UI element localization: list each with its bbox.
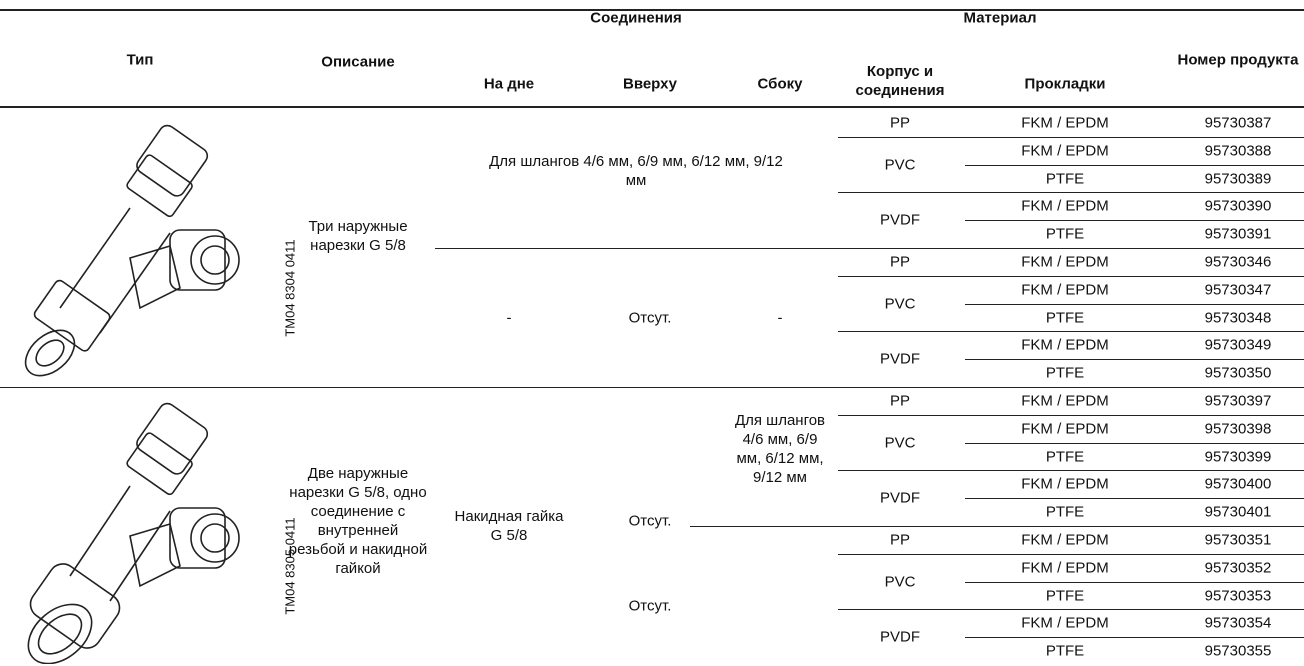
- gasket-cell: FKM / EPDM: [1021, 197, 1109, 215]
- product-number: 95730355: [1204, 642, 1272, 660]
- body-cell: PVDF: [879, 628, 921, 646]
- fitting-image: [24, 124, 240, 377]
- gasket-cell: PTFE: [1045, 225, 1085, 243]
- gasket-cell: FKM / EPDM: [1021, 336, 1109, 354]
- row-rule: [838, 331, 1304, 333]
- gasket-cell: FKM / EPDM: [1021, 281, 1109, 299]
- row-rule: [838, 470, 1304, 472]
- gasket-cell: FKM / EPDM: [1021, 614, 1109, 632]
- header-rule: [0, 106, 1304, 108]
- drawing-code: TM04 8304 0411: [282, 239, 298, 337]
- row-rule: [965, 220, 1304, 222]
- header-cell: Соединения: [590, 9, 682, 27]
- drawing-code: TM04 8305 0411: [282, 517, 298, 615]
- row-rule: [965, 164, 1304, 166]
- gasket-cell: PTFE: [1045, 503, 1085, 521]
- gasket-cell: PTFE: [1045, 364, 1085, 382]
- top-cell: Отсут.: [628, 512, 672, 530]
- product-number: 95730389: [1204, 170, 1272, 187]
- body-cell: PP: [889, 253, 911, 271]
- gasket-cell: FKM / EPDM: [1021, 475, 1109, 493]
- row-rule: [838, 275, 1304, 277]
- row-rule: [838, 414, 1304, 416]
- row-rule: [965, 303, 1304, 305]
- row-rule: [838, 192, 1304, 194]
- fitting-image: [27, 402, 240, 664]
- row-rule: [965, 637, 1304, 639]
- gasket-cell: PTFE: [1045, 170, 1085, 187]
- body-cell: PVC: [884, 156, 916, 174]
- product-number: 95730388: [1204, 142, 1272, 160]
- body-cell: PVC: [884, 573, 916, 591]
- product-number: 95730354: [1204, 614, 1272, 632]
- side-cell: Отсут.: [628, 597, 672, 614]
- body-cell: PVC: [884, 295, 916, 313]
- gasket-cell: FKM / EPDM: [1021, 559, 1109, 577]
- header-cell: Корпус и соединения: [855, 63, 945, 99]
- product-number: 95730400: [1204, 475, 1272, 493]
- header-cell: Прокладки: [1024, 75, 1106, 93]
- gasket-cell: FKM / EPDM: [1021, 392, 1109, 410]
- gasket-cell: PTFE: [1045, 309, 1085, 326]
- header-cell: Материал: [963, 9, 1037, 27]
- header-cell: Тип: [126, 51, 154, 69]
- row-rule: [965, 581, 1304, 583]
- header-cell: Сбоку: [757, 75, 803, 93]
- body-cell: PVDF: [879, 211, 921, 229]
- gasket-cell: FKM / EPDM: [1021, 531, 1109, 549]
- top-rule: [0, 9, 1304, 11]
- gasket-cell: PTFE: [1045, 642, 1085, 660]
- product-number: 95730348: [1204, 309, 1272, 326]
- header-cell: На дне: [483, 75, 535, 93]
- connection-cell: Для шлангов 4/6 мм, 6/9 мм, 6/12 мм, 9/1…: [489, 152, 783, 189]
- side-cell: -: [777, 309, 783, 326]
- row-rule: [965, 359, 1304, 361]
- product-number: 95730347: [1204, 281, 1272, 299]
- body-cell: PVC: [884, 434, 916, 452]
- row-rule: [838, 609, 1304, 611]
- body-cell: PP: [889, 392, 911, 410]
- side-cell: Для шлангов 4/6 мм, 6/9 мм, 6/12 мм, 9/1…: [734, 411, 826, 486]
- body-cell: PP: [889, 114, 911, 132]
- product-number: 95730401: [1204, 503, 1272, 521]
- body-cell: PVDF: [879, 489, 921, 507]
- product-number: 95730397: [1204, 392, 1272, 410]
- row-rule: [838, 136, 1304, 138]
- top-cell: Отсут.: [628, 309, 672, 326]
- product-number: 95730353: [1204, 587, 1272, 604]
- row-rule: [690, 526, 1304, 527]
- gasket-cell: FKM / EPDM: [1021, 142, 1109, 160]
- gasket-cell: FKM / EPDM: [1021, 253, 1109, 271]
- product-number: 95730352: [1204, 559, 1272, 577]
- bottom-cell: Накидная гайка G 5/8: [454, 508, 564, 544]
- product-number: 95730351: [1204, 531, 1272, 549]
- gasket-cell: PTFE: [1045, 448, 1085, 465]
- header-cell: Вверху: [622, 75, 678, 93]
- product-number: 95730387: [1204, 114, 1272, 132]
- row-rule: [965, 442, 1304, 444]
- product-number: 95730390: [1204, 197, 1272, 215]
- row-rule: [0, 387, 1304, 388]
- description-cell: Две наружные нарезки G 5/8, одно соедине…: [288, 465, 428, 577]
- row-rule: [435, 248, 1304, 249]
- row-rule: [965, 498, 1304, 500]
- body-cell: PP: [889, 531, 911, 549]
- header-cell: Номер продукта: [1177, 51, 1299, 69]
- product-number: 95730350: [1204, 364, 1272, 382]
- row-rule: [838, 553, 1304, 555]
- description-cell: Три наружные нарезки G 5/8: [308, 218, 408, 254]
- product-number: 95730391: [1204, 225, 1272, 243]
- bottom-cell: -: [506, 309, 512, 326]
- header-cell: Описание: [321, 53, 395, 71]
- body-cell: PVDF: [879, 350, 921, 368]
- gasket-cell: FKM / EPDM: [1021, 114, 1109, 132]
- product-number: 95730349: [1204, 336, 1272, 354]
- product-number: 95730346: [1204, 253, 1272, 271]
- product-number: 95730398: [1204, 420, 1272, 438]
- gasket-cell: FKM / EPDM: [1021, 420, 1109, 438]
- product-number: 95730399: [1204, 448, 1272, 465]
- gasket-cell: PTFE: [1045, 587, 1085, 604]
